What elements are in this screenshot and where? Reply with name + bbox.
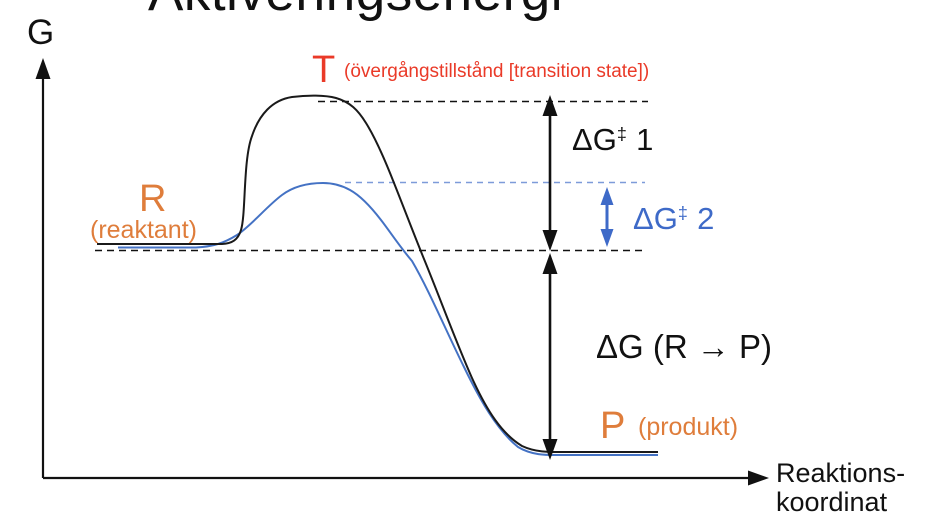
delta-g2-base: ΔG: [633, 201, 678, 236]
reactant-symbol: R: [139, 178, 167, 220]
transition-state-caption: (övergångstillstånd [transition state]): [344, 61, 650, 82]
delta-g2-number: 2: [697, 201, 715, 236]
x-axis-label-line1: Reaktions-: [776, 458, 906, 488]
x-axis-label: Reaktions- koordinat: [776, 459, 905, 517]
energy-curve-2-catalyzed: [118, 181, 658, 457]
dg-overall-arrow: [542, 253, 558, 460]
y-axis-arrowhead-icon: [35, 58, 51, 79]
delta-g-overall-label: ΔG (R → P): [596, 328, 773, 365]
reference-levels: [95, 100, 648, 252]
dg2-arrowhead-up-icon: [600, 187, 614, 205]
transition-state-symbol: T: [312, 49, 336, 91]
reactant-caption: (reaktant): [90, 216, 197, 244]
energy-curve-1-uncatalyzed: [97, 94, 658, 454]
delta-g1-label: ΔG‡ 1: [572, 124, 653, 155]
x-axis-arrowhead-icon: [748, 470, 769, 486]
product-symbol: P: [600, 405, 626, 447]
dg2-arrowhead-down-icon: [600, 229, 614, 247]
delta-g1-number: 1: [636, 122, 654, 157]
dg1-arrow: [542, 95, 558, 251]
double-dagger-icon: ‡: [616, 124, 627, 145]
dg-overall-arrowhead-up-icon: [542, 253, 558, 274]
delta-g2-label: ΔG‡ 2: [633, 203, 714, 234]
dg2-arrow: [600, 187, 614, 247]
double-dagger-icon: ‡: [677, 203, 688, 224]
delta-g1-base: ΔG: [572, 122, 617, 157]
y-axis-label: G: [27, 13, 55, 52]
axes: [35, 58, 769, 486]
dg1-arrowhead-down-icon: [542, 230, 558, 251]
dg-overall-arrowhead-down-icon: [542, 439, 558, 460]
x-axis-label-line2: koordinat: [776, 487, 888, 517]
slide-title: Aktiveringsenergi: [148, 0, 563, 19]
dg1-arrowhead-up-icon: [542, 95, 558, 116]
product-caption: (produkt): [638, 413, 739, 441]
